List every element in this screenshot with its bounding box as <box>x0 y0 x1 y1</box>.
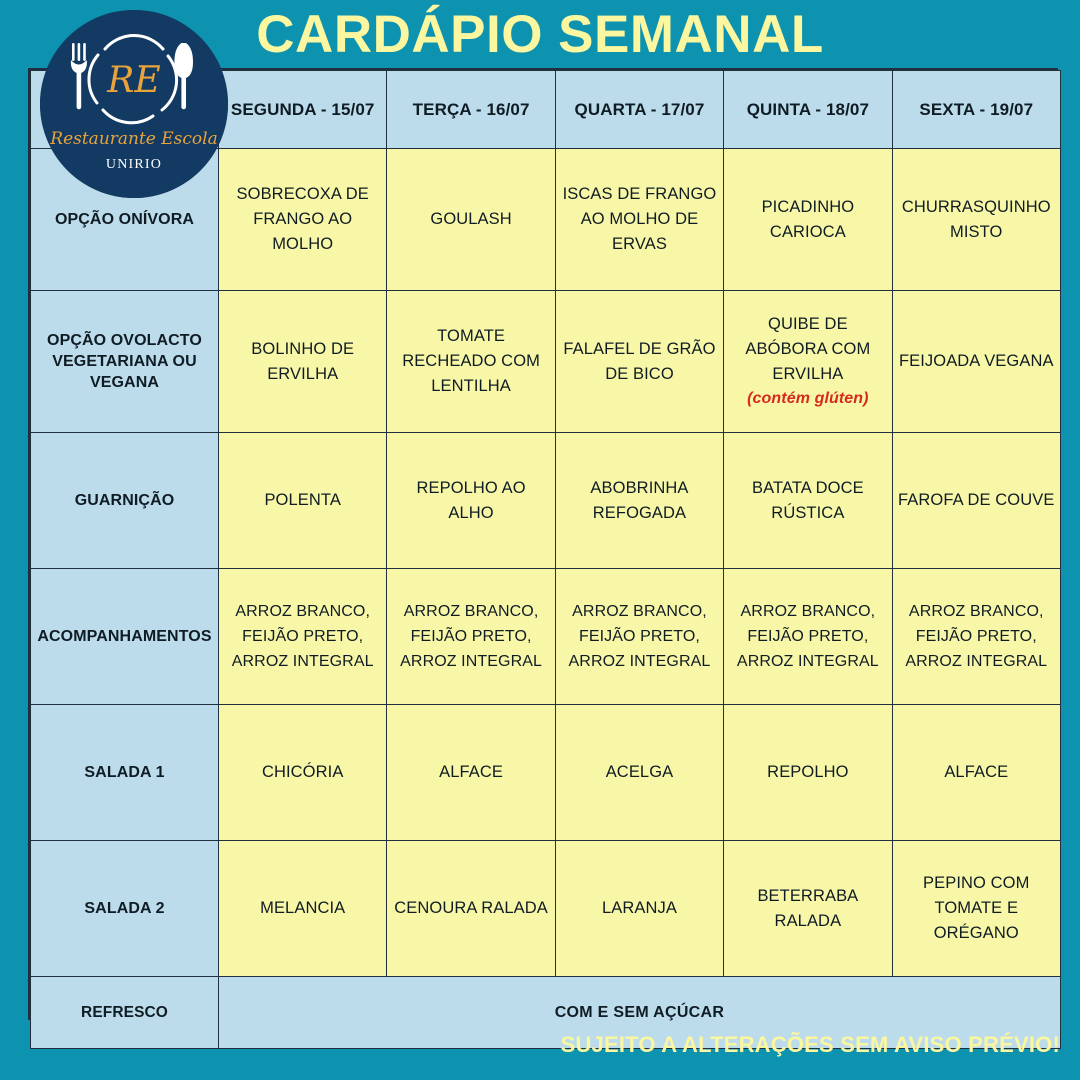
menu-cell: ISCAS DE FRANGO AO MOLHO DE ERVAS <box>554 148 725 291</box>
menu-cell: POLENTA <box>217 432 388 569</box>
day-header-sexta: SEXTA - 19/07 <box>891 70 1061 149</box>
menu-cell: LARANJA <box>554 840 725 977</box>
allergen-note: (contém glúten) <box>747 390 869 407</box>
menu-cell: ACELGA <box>554 704 725 841</box>
menu-cell: ALFACE <box>891 704 1061 841</box>
menu-cell: CHURRASQUINHO MISTO <box>891 148 1061 291</box>
knife-icon <box>174 43 193 110</box>
menu-cell: REPOLHO <box>723 704 893 841</box>
restaurante-escola-logo: RE Restaurante Escola UNIRIO <box>40 10 228 198</box>
menu-cell: BATATA DOCE RÚSTICA <box>723 432 893 569</box>
page-title: CARDÁPIO SEMANAL <box>256 5 824 64</box>
menu-cell-with-allergen: QUIBE DE ABÓBORA COM ERVILHA (contém glú… <box>723 290 893 433</box>
refresco-value: COM E SEM AÇÚCAR <box>218 976 1061 1049</box>
day-header-segunda: SEGUNDA - 15/07 <box>217 70 388 149</box>
logo-name: Restaurante Escola <box>49 129 217 149</box>
day-header-quinta: QUINTA - 18/07 <box>723 70 893 149</box>
row-label-acompanhamentos: ACOMPANHAMENTOS <box>30 568 219 705</box>
menu-cell: MELANCIA <box>217 840 388 977</box>
menu-cell: FAROFA DE COUVE <box>891 432 1061 569</box>
menu-cell: ARROZ BRANCO, FEIJÃO PRETO, ARROZ INTEGR… <box>386 568 556 705</box>
menu-cell: ARROZ BRANCO, FEIJÃO PRETO, ARROZ INTEGR… <box>217 568 388 705</box>
row-label-vegetariana: OPÇÃO OVOLACTO VEGETARIANA OU VEGANA <box>30 290 219 433</box>
menu-cell: TOMATE RECHEADO COM LENTILHA <box>386 290 556 433</box>
menu-cell: ARROZ BRANCO, FEIJÃO PRETO, ARROZ INTEGR… <box>891 568 1061 705</box>
logo-institution: UNIRIO <box>106 157 162 172</box>
table-row-salada-1: SALADA 1 CHICÓRIA ALFACE ACELGA REPOLHO … <box>30 704 1061 841</box>
table-row-onivora: OPÇÃO ONÍVORA SOBRECOXA DE FRANGO AO MOL… <box>30 148 1061 291</box>
menu-cell: BETERRABA RALADA <box>723 840 893 977</box>
fork-icon <box>70 43 87 110</box>
menu-cell: REPOLHO AO ALHO <box>386 432 556 569</box>
row-label-salada-2: SALADA 2 <box>30 840 219 977</box>
row-label-refresco: REFRESCO <box>30 976 219 1049</box>
logo-monogram: RE <box>106 60 160 101</box>
menu-cell: GOULASH <box>386 148 556 291</box>
table-row-acompanhamentos: ACOMPANHAMENTOS ARROZ BRANCO, FEIJÃO PRE… <box>30 568 1061 705</box>
menu-cell-text: QUIBE DE ABÓBORA COM ERVILHA <box>745 315 871 383</box>
weekly-menu-table: SEGUNDA - 15/07 TERÇA - 16/07 QUARTA - 1… <box>28 68 1061 1049</box>
menu-cell: ARROZ BRANCO, FEIJÃO PRETO, ARROZ INTEGR… <box>723 568 893 705</box>
table-row-guarnicao: GUARNIÇÃO POLENTA REPOLHO AO ALHO ABOBRI… <box>30 432 1061 569</box>
row-label-salada-1: SALADA 1 <box>30 704 219 841</box>
menu-cell: CENOURA RALADA <box>386 840 556 977</box>
menu-cell: SOBRECOXA DE FRANGO AO MOLHO <box>217 148 388 291</box>
menu-cell: PICADINHO CARIOCA <box>723 148 893 291</box>
day-header-quarta: QUARTA - 17/07 <box>554 70 725 149</box>
table-row-refresco: REFRESCO COM E SEM AÇÚCAR <box>30 976 1061 1049</box>
menu-cell: BOLINHO DE ERVILHA <box>217 290 388 433</box>
table-row-salada-2: SALADA 2 MELANCIA CENOURA RALADA LARANJA… <box>30 840 1061 977</box>
row-label-guarnicao: GUARNIÇÃO <box>30 432 219 569</box>
footer-disclaimer: SUJEITO A ALTERAÇÕES SEM AVISO PRÉVIO! <box>560 1032 1060 1057</box>
menu-cell: FALAFEL DE GRÃO DE BICO <box>554 290 725 433</box>
table-row-vegetariana: OPÇÃO OVOLACTO VEGETARIANA OU VEGANA BOL… <box>30 290 1061 433</box>
menu-cell: ABOBRINHA REFOGADA <box>554 432 725 569</box>
menu-cell: ALFACE <box>386 704 556 841</box>
day-header-terca: TERÇA - 16/07 <box>386 70 556 149</box>
menu-cell: FEIJOADA VEGANA <box>891 290 1061 433</box>
menu-cell: CHICÓRIA <box>217 704 388 841</box>
menu-cell: ARROZ BRANCO, FEIJÃO PRETO, ARROZ INTEGR… <box>554 568 725 705</box>
menu-cell: PEPINO COM TOMATE E ORÉGANO <box>891 840 1061 977</box>
plate-icon <box>87 34 179 125</box>
